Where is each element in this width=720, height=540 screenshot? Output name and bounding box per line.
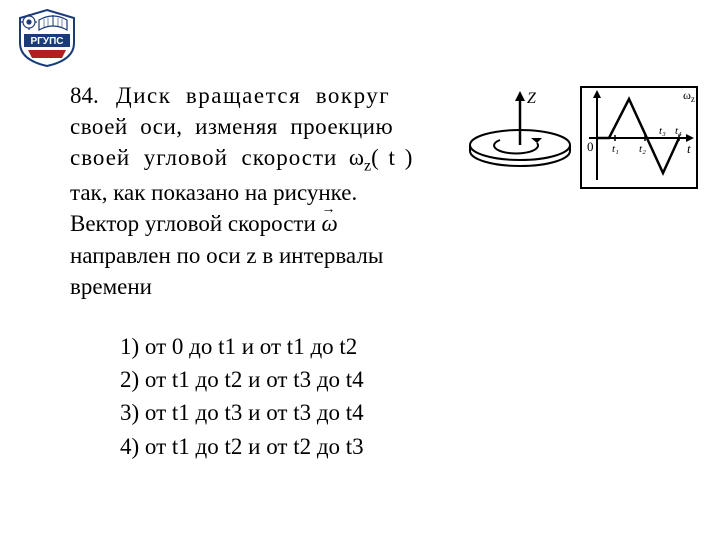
university-logo: РГУПС	[12, 8, 82, 68]
option-1: 1) от 0 до t1 и от t1 до t2	[120, 330, 700, 363]
tick-t3: t₃	[659, 125, 666, 137]
tick-t4: t₄	[675, 125, 682, 137]
omega-symbol: ω	[349, 145, 364, 170]
option-2: 2) от t1 до t2 и от t3 до t4	[120, 363, 700, 396]
logo-initials: РГУПС	[31, 36, 64, 47]
problem-statement: 84. Диск вращается вокруг своей оси, изм…	[70, 80, 465, 302]
tick-t2: t₂	[639, 143, 646, 155]
x-axis-label: t	[687, 141, 691, 156]
disk-figure: Z	[465, 85, 575, 190]
graph-figure: ωz t 0 t₁ t₂ t₃ t₄	[579, 85, 699, 190]
tick-t1: t₁	[612, 143, 619, 155]
origin-label: 0	[587, 139, 594, 154]
problem-number: 84.	[70, 83, 99, 108]
figures-container: Z ωz t 0 t₁ t₂ t₃ t₄	[465, 85, 700, 205]
option-4: 4) от t1 до t2 и от t2 до t3	[120, 430, 700, 463]
z-axis-label: Z	[527, 90, 537, 107]
option-3: 3) от t1 до t3 и от t3 до t4	[120, 396, 700, 429]
answer-options: 1) от 0 до t1 и от t1 до t2 2) от t1 до …	[120, 330, 700, 463]
